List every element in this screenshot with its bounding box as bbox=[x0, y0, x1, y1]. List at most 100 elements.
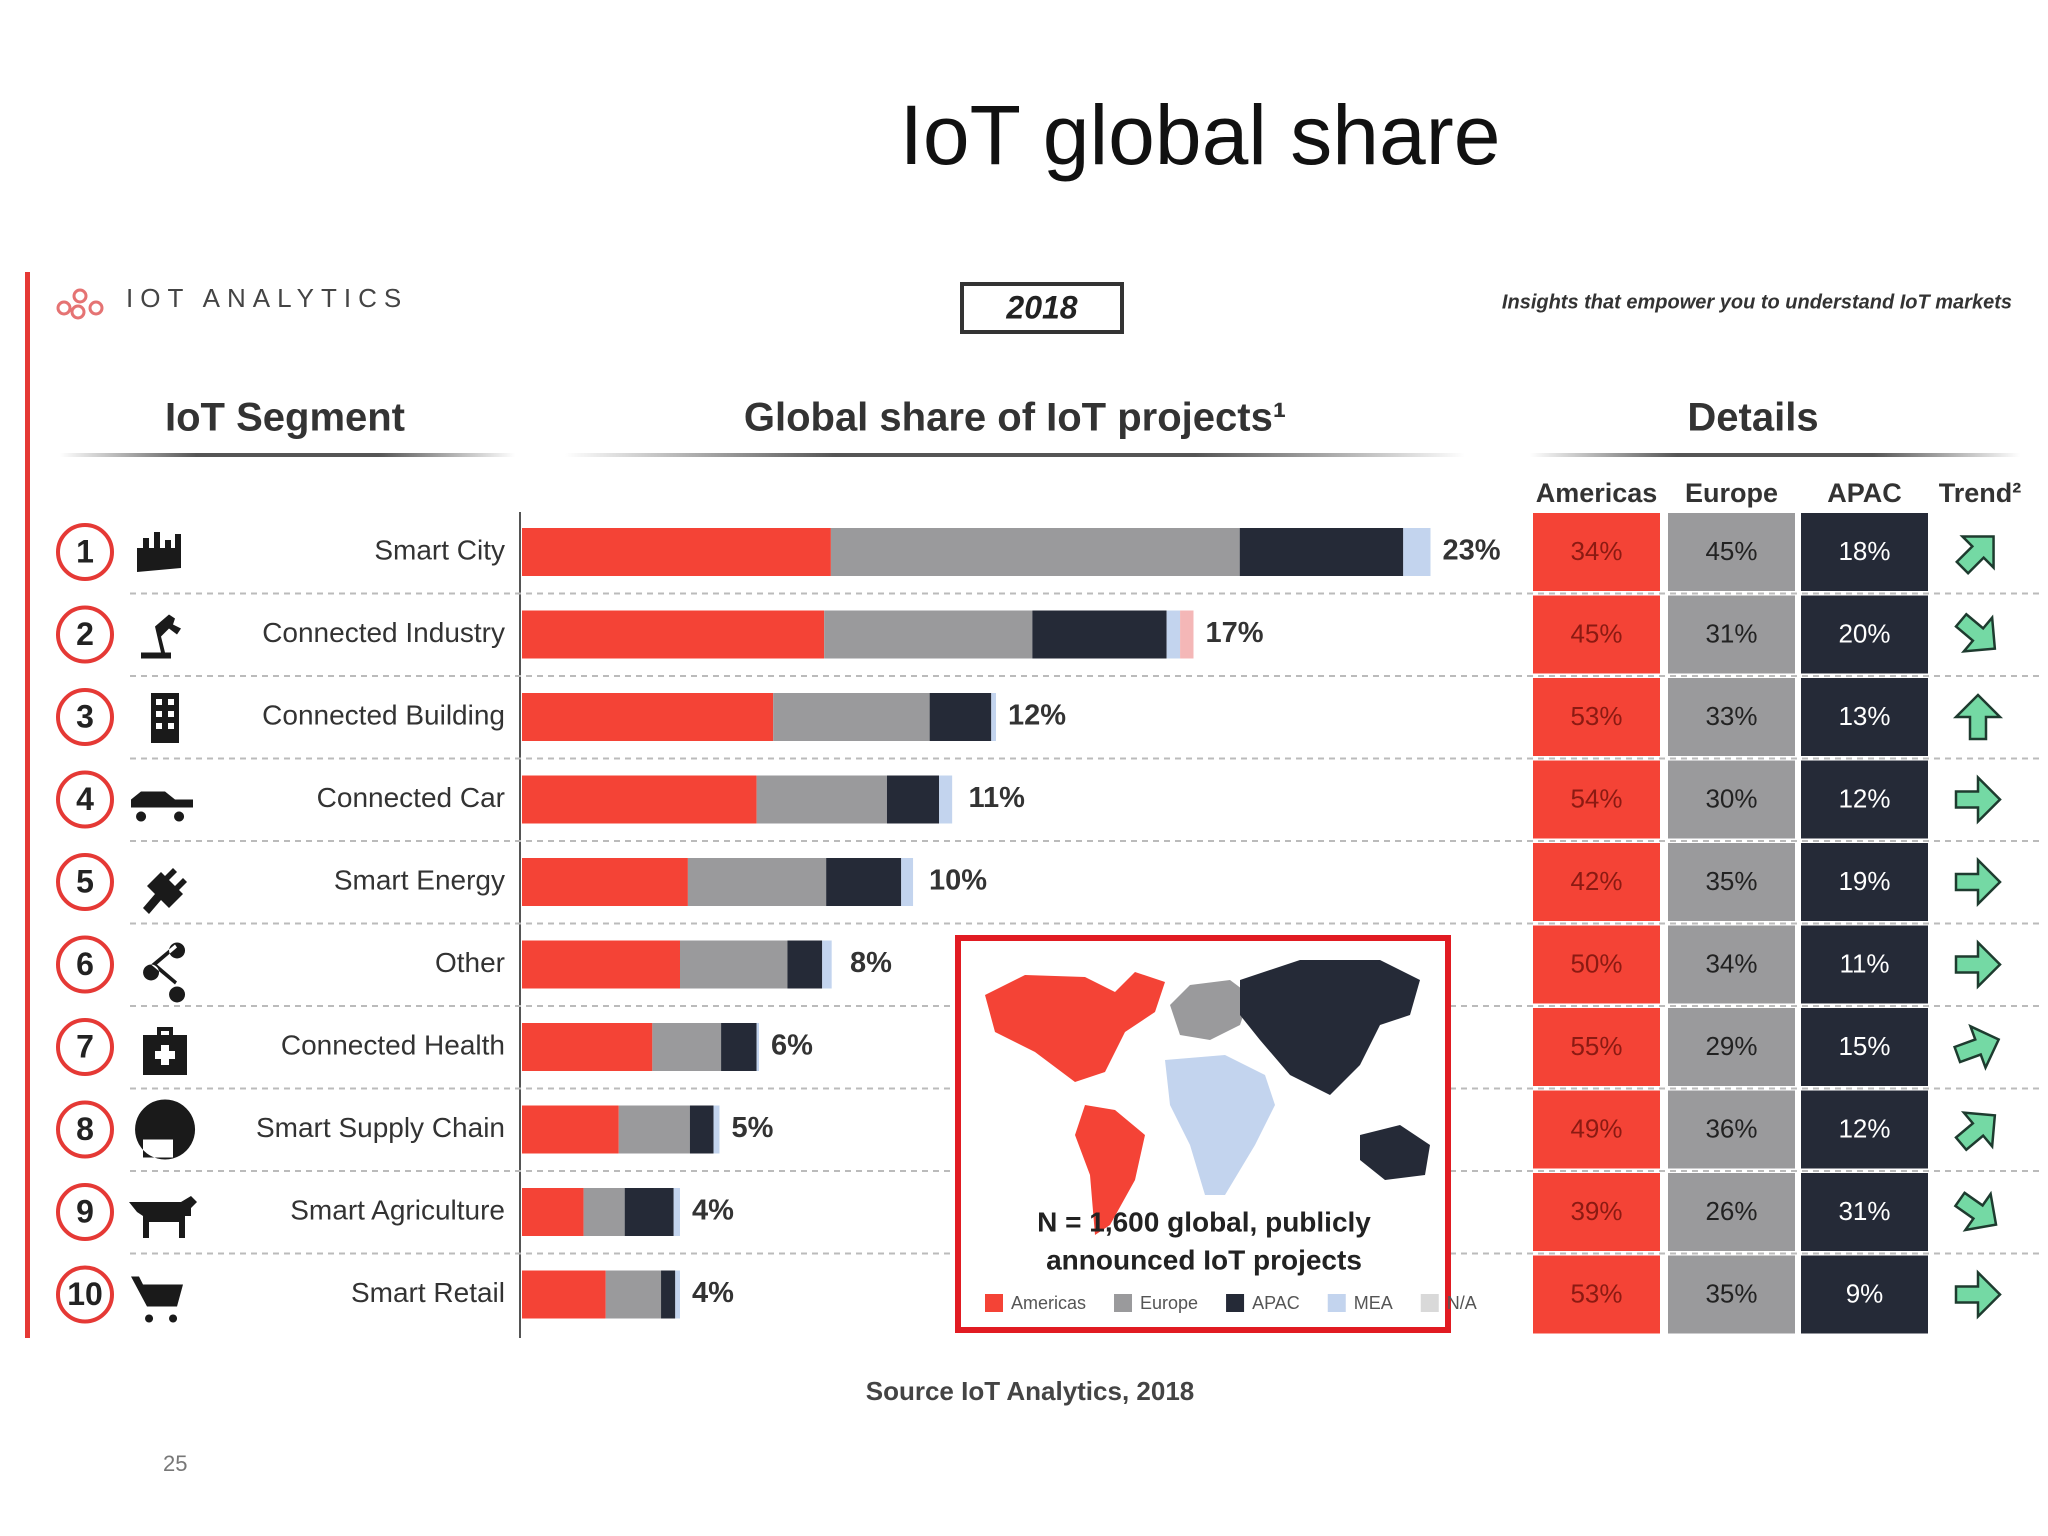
category-label: Other bbox=[435, 947, 505, 978]
bar-segment bbox=[939, 775, 953, 824]
bar-segment bbox=[1166, 610, 1181, 659]
rank: 9 bbox=[76, 1193, 94, 1229]
rank-circle bbox=[56, 770, 114, 829]
bar-segment bbox=[522, 1270, 606, 1319]
table-value: 12% bbox=[1838, 783, 1890, 813]
bar-segment bbox=[618, 1105, 690, 1154]
legend-label: N/A bbox=[1447, 1293, 1477, 1313]
bar-segment bbox=[713, 1105, 720, 1154]
table-value: 9% bbox=[1846, 1278, 1884, 1308]
bar-segment bbox=[1032, 610, 1167, 659]
category-label: Connected Industry bbox=[262, 617, 505, 648]
bar-segment bbox=[624, 1188, 674, 1236]
legend-swatch bbox=[1114, 1294, 1133, 1312]
page-number: 25 bbox=[163, 1451, 187, 1476]
table-cell bbox=[1668, 513, 1795, 591]
value-label: 5% bbox=[732, 1112, 774, 1144]
rank: 3 bbox=[76, 698, 94, 734]
rank-circle bbox=[56, 1183, 114, 1241]
rank-circle bbox=[56, 1265, 114, 1324]
table-cell bbox=[1668, 1090, 1795, 1169]
bar-segment bbox=[583, 1188, 625, 1236]
table-value: 29% bbox=[1705, 1031, 1757, 1061]
brand: IOT ANALYTICS bbox=[126, 283, 408, 313]
source: Source IoT Analytics, 2018 bbox=[866, 1376, 1195, 1406]
value-label: 17% bbox=[1206, 617, 1264, 649]
rank-circle bbox=[56, 688, 114, 746]
bar-segment bbox=[522, 610, 825, 659]
segment-icon bbox=[143, 1027, 187, 1075]
trend-heading: Trend² bbox=[1939, 478, 2022, 508]
segment-icon bbox=[131, 791, 193, 822]
bar-segment bbox=[605, 1270, 662, 1319]
rank-circle bbox=[56, 935, 114, 994]
category-label: Smart Retail bbox=[351, 1277, 505, 1308]
bar-segment bbox=[522, 1105, 619, 1154]
rank-circle bbox=[56, 523, 114, 581]
table-value: 39% bbox=[1570, 1196, 1622, 1226]
trend-arrow bbox=[1952, 693, 2004, 741]
trend-arrow bbox=[1953, 1190, 1998, 1232]
table-value: 11% bbox=[1839, 948, 1889, 978]
bar-segment bbox=[673, 1188, 680, 1236]
trend-arrow bbox=[1954, 1111, 1997, 1152]
panel-border bbox=[25, 272, 30, 1338]
category-label: Smart City bbox=[374, 534, 505, 565]
trend-arrow bbox=[1954, 939, 2002, 990]
bar-segment bbox=[822, 940, 832, 989]
map-region bbox=[1240, 960, 1420, 1095]
rank: 7 bbox=[76, 1028, 94, 1064]
segment-icon bbox=[141, 614, 181, 659]
segment-icon bbox=[129, 1196, 197, 1238]
bar-segment bbox=[721, 1023, 757, 1071]
bar-segment bbox=[522, 1023, 653, 1071]
table-value: 55% bbox=[1570, 1031, 1622, 1061]
bar-segment bbox=[522, 528, 831, 576]
segment-icon bbox=[143, 942, 186, 1003]
heading-underline bbox=[1530, 453, 2020, 457]
table-value: 42% bbox=[1570, 866, 1622, 896]
table-cell bbox=[1801, 1173, 1928, 1251]
table-value: 53% bbox=[1570, 701, 1622, 731]
table-cell bbox=[1801, 925, 1928, 1004]
table-value: 45% bbox=[1570, 618, 1622, 648]
table-value: 30% bbox=[1705, 783, 1757, 813]
rank-circle bbox=[56, 605, 114, 664]
legend-label: MEA bbox=[1354, 1293, 1393, 1313]
table-cell bbox=[1801, 760, 1928, 839]
table-cell bbox=[1533, 513, 1660, 591]
table-cell bbox=[1533, 678, 1660, 756]
legend-swatch bbox=[1226, 1294, 1245, 1312]
table-cell bbox=[1668, 1255, 1795, 1334]
trend-arrow bbox=[1954, 856, 2002, 908]
bar-segment bbox=[1239, 528, 1404, 576]
table-value: 26% bbox=[1705, 1196, 1757, 1226]
bar-segment bbox=[522, 858, 688, 906]
value-label: 8% bbox=[850, 947, 892, 979]
table-cell bbox=[1533, 595, 1660, 674]
table-cell bbox=[1533, 1008, 1660, 1086]
table-cell bbox=[1533, 760, 1660, 839]
bar-segment bbox=[522, 940, 680, 989]
value-label: 4% bbox=[692, 1195, 734, 1227]
column-header: APAC bbox=[1827, 478, 1902, 508]
table-cell bbox=[1801, 1090, 1928, 1169]
trend-arrow bbox=[1954, 1269, 2002, 1320]
value-label: 6% bbox=[771, 1030, 813, 1062]
table-value: 12% bbox=[1838, 1113, 1890, 1143]
year: 2018 bbox=[1005, 289, 1077, 325]
column-header: Americas bbox=[1536, 478, 1658, 508]
map-region bbox=[1075, 1105, 1145, 1235]
trend-arrow bbox=[1954, 774, 2002, 825]
details-heading: Details bbox=[1687, 396, 1818, 440]
category-label: Connected Car bbox=[317, 782, 505, 813]
rank: 1 bbox=[76, 533, 94, 569]
bar-segment bbox=[522, 1188, 584, 1236]
map-region bbox=[985, 972, 1165, 1082]
table-value: 18% bbox=[1838, 536, 1890, 566]
rank-circle bbox=[56, 853, 114, 911]
table-cell bbox=[1533, 1090, 1660, 1169]
table-cell bbox=[1801, 513, 1928, 591]
table-value: 35% bbox=[1705, 1278, 1757, 1308]
table-cell bbox=[1801, 678, 1928, 756]
